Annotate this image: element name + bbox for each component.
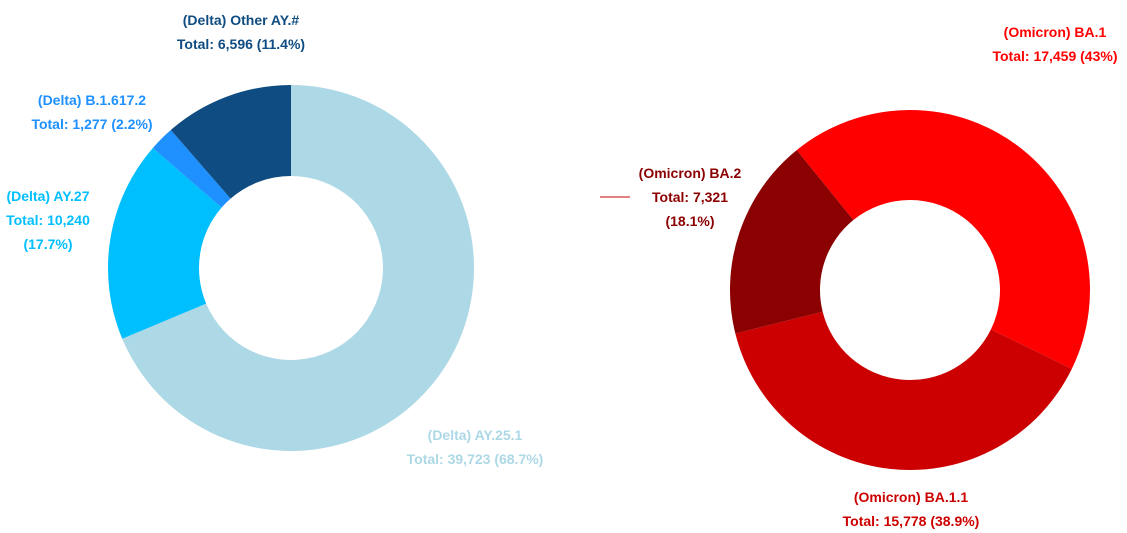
slice-name: (Omicron) BA.1 — [1003, 24, 1107, 40]
slice-name: (Delta) AY.25.1 — [427, 427, 523, 443]
slice-value: Total: 7,321 (18.1%) — [652, 189, 728, 229]
donut-slice — [735, 311, 1072, 470]
slice-name: (Omicron) BA.1.1 — [853, 489, 969, 505]
slice-label: (Delta) B.1.617.2 Total: 1,277 (2.2%) — [7, 88, 177, 136]
slice-name: (Delta) AY.27 — [6, 188, 90, 204]
slice-value: Total: 39,723 (68.7%) — [406, 451, 544, 467]
slice-value: Total: 15,778 (38.9%) — [842, 513, 980, 529]
slice-label: (Omicron) BA.2 Total: 7,321 (18.1%) — [635, 161, 745, 233]
slice-value: Total: 1,277 (2.2%) — [31, 116, 153, 132]
slice-label: (Omicron) BA.1 Total: 17,459 (43%) — [955, 20, 1127, 68]
slice-value: Total: 17,459 (43%) — [992, 48, 1118, 64]
donut-slice — [730, 150, 854, 334]
slice-value: Total: 6,596 (11.4%) — [176, 36, 306, 52]
donut-slice — [108, 147, 222, 339]
donut-slice — [122, 85, 474, 451]
slice-label: (Omicron) BA.1.1 Total: 15,778 (38.9%) — [811, 485, 1011, 533]
slice-label: (Delta) AY.27 Total: 10,240 (17.7%) — [0, 184, 98, 256]
slice-label: (Delta) Other AY.# Total: 6,596 (11.4%) — [141, 8, 341, 56]
donut-slice — [796, 110, 1090, 369]
slice-name: (Delta) B.1.617.2 — [37, 92, 147, 108]
donut-slice — [170, 85, 291, 199]
slice-name: (Omicron) BA.2 — [638, 165, 742, 181]
slice-value: Total: 10,240 (17.7%) — [6, 212, 90, 252]
slice-label: (Delta) AY.25.1 Total: 39,723 (68.7%) — [375, 423, 575, 471]
slice-name: (Delta) Other AY.# — [182, 12, 300, 28]
donut-slice — [152, 130, 231, 208]
